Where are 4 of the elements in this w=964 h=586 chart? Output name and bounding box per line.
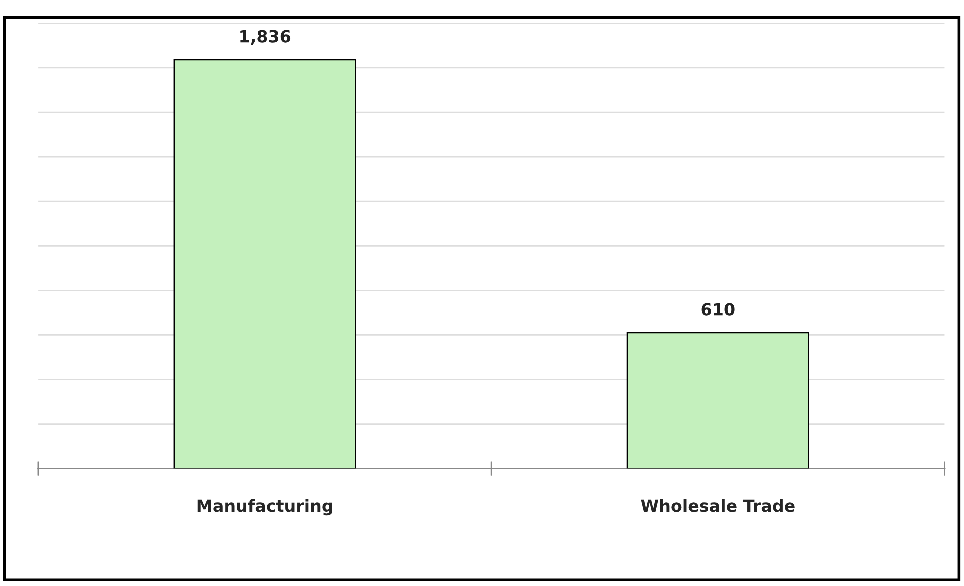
x-tick-label: Manufacturing	[198, 499, 332, 516]
data-label: 610	[702, 303, 735, 316]
x-tick-label: Wholesale Trade	[641, 499, 795, 512]
data-label: 1,836	[240, 30, 291, 45]
